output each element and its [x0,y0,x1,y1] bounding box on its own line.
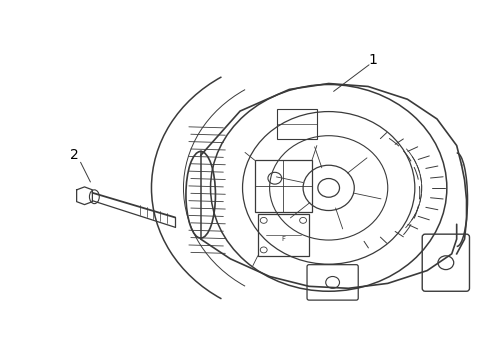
Bar [255,160,312,212]
Text: 2: 2 [70,148,79,162]
Text: 1: 1 [368,53,377,67]
Bar [277,109,317,139]
Text: F: F [281,236,285,242]
Bar [258,215,309,256]
